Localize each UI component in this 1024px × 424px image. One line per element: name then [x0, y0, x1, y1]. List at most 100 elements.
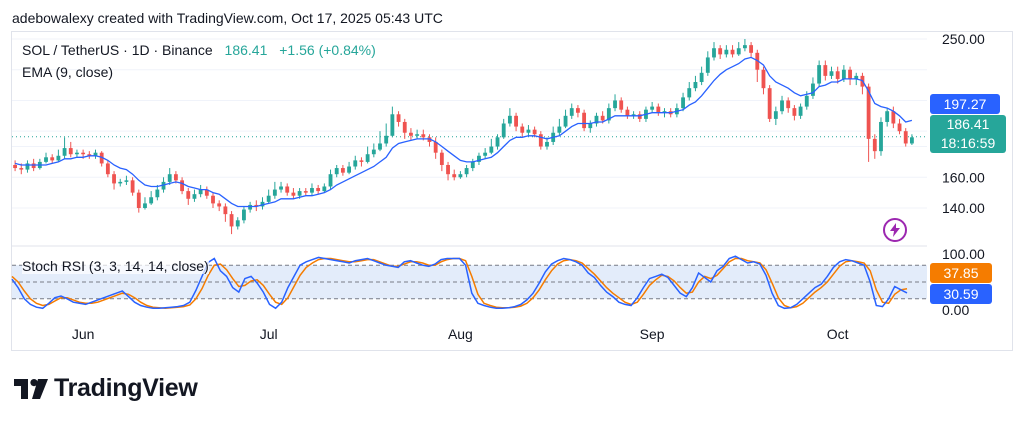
candle[interactable] — [687, 82, 692, 101]
candle[interactable] — [866, 83, 871, 162]
candle[interactable] — [656, 103, 661, 116]
candle[interactable] — [118, 178, 123, 187]
candle[interactable] — [464, 164, 469, 178]
candle[interactable] — [266, 189, 271, 204]
candle[interactable] — [619, 97, 624, 113]
candle[interactable] — [724, 45, 729, 58]
candle[interactable] — [835, 66, 840, 84]
candle[interactable] — [693, 75, 698, 92]
candle[interactable] — [384, 123, 389, 147]
chart-frame[interactable] — [11, 31, 1013, 351]
candle[interactable] — [25, 160, 30, 173]
candle[interactable] — [149, 191, 154, 205]
candle[interactable] — [124, 175, 129, 185]
candle[interactable] — [477, 152, 481, 165]
candle[interactable] — [396, 111, 401, 127]
candle[interactable] — [204, 186, 209, 199]
candle[interactable] — [402, 118, 407, 139]
candle[interactable] — [291, 188, 296, 199]
candle[interactable] — [316, 184, 321, 195]
candle[interactable] — [650, 101, 655, 113]
candle[interactable] — [557, 118, 562, 136]
tradingview-logo[interactable]: TradingView — [14, 374, 198, 403]
candle[interactable] — [365, 146, 370, 164]
candle[interactable] — [903, 128, 908, 147]
candle[interactable] — [211, 192, 215, 208]
candle[interactable] — [909, 134, 914, 146]
candle[interactable] — [761, 66, 766, 95]
candle[interactable] — [439, 149, 444, 172]
candle[interactable] — [303, 188, 308, 196]
candle[interactable] — [576, 105, 580, 118]
candle[interactable] — [563, 109, 568, 129]
candle[interactable] — [242, 206, 246, 224]
candle[interactable] — [272, 181, 277, 199]
candle[interactable] — [755, 49, 760, 83]
candle[interactable] — [409, 128, 413, 141]
candle[interactable] — [37, 158, 42, 170]
candle[interactable] — [773, 106, 778, 126]
candle[interactable] — [538, 131, 543, 150]
candle[interactable] — [260, 197, 265, 210]
candle[interactable] — [180, 177, 185, 195]
candle[interactable] — [817, 60, 822, 87]
candle[interactable] — [279, 181, 283, 193]
candle[interactable] — [446, 161, 450, 181]
candle[interactable] — [143, 197, 147, 210]
candle[interactable] — [322, 183, 327, 193]
candle[interactable] — [427, 134, 432, 147]
candle[interactable] — [514, 112, 518, 132]
candle[interactable] — [489, 138, 494, 155]
candle[interactable] — [390, 106, 395, 138]
candle[interactable] — [75, 149, 79, 158]
candle[interactable] — [736, 42, 741, 56]
candle[interactable] — [811, 77, 815, 99]
candle[interactable] — [470, 158, 475, 172]
candle[interactable] — [501, 118, 506, 139]
candle[interactable] — [56, 149, 61, 162]
candle[interactable] — [328, 169, 333, 190]
candle[interactable] — [582, 109, 587, 132]
lightning-icon[interactable] — [883, 218, 907, 242]
candle[interactable] — [99, 151, 104, 167]
candle[interactable] — [105, 160, 110, 178]
candle[interactable] — [371, 143, 376, 158]
candle[interactable] — [798, 103, 803, 119]
candle[interactable] — [483, 148, 488, 159]
candle[interactable] — [458, 171, 463, 179]
candle[interactable] — [223, 203, 228, 222]
candle[interactable] — [594, 112, 599, 127]
candle[interactable] — [334, 164, 339, 178]
candle[interactable] — [705, 51, 710, 76]
candle[interactable] — [631, 111, 636, 119]
candle[interactable] — [606, 103, 611, 124]
candle[interactable] — [699, 66, 704, 86]
candle[interactable] — [792, 105, 797, 121]
candle[interactable] — [310, 183, 314, 196]
candle[interactable] — [285, 183, 290, 196]
candle[interactable] — [507, 108, 512, 127]
candle[interactable] — [378, 131, 382, 152]
candle[interactable] — [872, 134, 877, 159]
candle[interactable] — [13, 160, 18, 172]
candle[interactable] — [786, 97, 791, 113]
candle[interactable] — [433, 137, 438, 159]
candle[interactable] — [613, 94, 617, 112]
candle[interactable] — [637, 111, 642, 122]
candle[interactable] — [155, 184, 160, 201]
candle[interactable] — [823, 60, 828, 81]
candle[interactable] — [767, 85, 772, 122]
candle[interactable] — [712, 42, 716, 61]
candle[interactable] — [526, 125, 531, 136]
candle[interactable] — [112, 171, 116, 190]
candle[interactable] — [347, 161, 351, 175]
candle[interactable] — [217, 200, 222, 212]
candle[interactable] — [885, 108, 890, 127]
candle[interactable] — [93, 149, 98, 159]
candle[interactable] — [780, 95, 784, 115]
candle[interactable] — [229, 211, 234, 235]
candle[interactable] — [829, 66, 834, 79]
candle[interactable] — [68, 141, 73, 158]
candle[interactable] — [254, 200, 259, 212]
